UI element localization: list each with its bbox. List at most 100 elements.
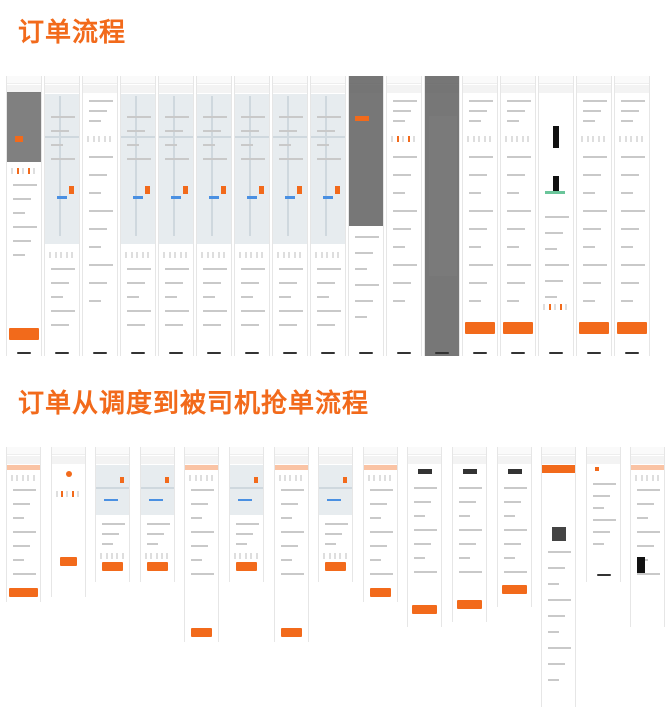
text-line [459,501,476,503]
road [197,136,231,138]
chip [339,553,342,559]
text-line [280,503,298,505]
map [140,465,174,515]
chip [11,475,13,481]
text-line [592,495,610,497]
text-line [459,543,476,545]
text-line [191,517,203,519]
chip [289,475,292,481]
chip [147,252,149,258]
marker [15,136,23,142]
text-line [317,310,341,312]
home-indicator [207,352,221,354]
screen-thumbnail [6,447,41,602]
status-bar [319,447,353,455]
chip [389,475,392,481]
nav-bar [387,85,421,93]
text-line [355,252,373,254]
text-line [507,192,519,194]
text-line [317,296,329,298]
pin [164,477,169,483]
text-line [469,192,481,194]
screen-thumbnail [158,76,194,356]
text-line [102,523,126,525]
road [159,136,193,138]
chip [320,252,323,258]
route [323,196,333,199]
text-line [637,531,661,533]
chip [130,252,133,258]
road [140,487,174,489]
text-line [369,545,387,547]
status-bar [539,76,573,84]
text-line [507,264,531,266]
text-line [13,184,37,186]
map [197,94,231,244]
screen-thumbnail [538,76,574,356]
screen-thumbnail [310,76,346,356]
text-line [241,158,265,160]
status-bar [159,76,193,84]
text-line [165,158,189,160]
chip [54,252,57,258]
status-bar [311,76,345,84]
chip [217,252,220,258]
text-line [548,551,572,553]
chip [201,252,203,258]
text-line [355,268,367,270]
route [148,499,163,501]
status-bar [577,76,611,84]
text-line [13,517,24,519]
overlay [349,76,383,226]
text-line [236,523,259,525]
text-line [583,174,601,176]
map [319,465,353,515]
pin [297,186,302,194]
text-line [127,310,151,312]
text-line [507,174,525,176]
text-line [583,156,607,158]
chip [250,252,252,258]
chip [328,553,331,559]
section-title-order-flow: 订单流程 [18,18,127,48]
text-line [203,130,221,132]
text-line [317,268,341,270]
text-line [280,517,292,519]
map [96,465,130,515]
text-line [507,100,531,102]
text-line [191,573,215,575]
chip [21,475,24,481]
text-line [369,531,393,533]
text-line [279,296,291,298]
header [7,465,40,470]
chip [294,475,297,481]
action-button [412,605,438,614]
text-line [393,264,417,266]
text-line [507,282,525,284]
text-line [127,144,139,146]
text-line [583,120,595,122]
chip [554,304,556,310]
text-line [317,324,335,326]
text-line [459,557,470,559]
home-indicator [397,352,411,354]
text-line [621,174,639,176]
screen-thumbnail [6,76,42,356]
nav-bar [159,85,193,93]
chip [543,304,545,310]
text-line [621,282,639,284]
status-bar [501,76,535,84]
text-line [414,515,426,517]
route [238,499,252,501]
chip [87,136,89,142]
map [230,465,263,515]
chip [189,475,192,481]
text-line [280,545,298,547]
pin [343,477,348,483]
action-button [501,585,527,594]
text-line [241,144,253,146]
chip [619,136,621,142]
header [363,465,397,470]
route [247,196,257,199]
dispatch-flow-screens [6,447,670,707]
